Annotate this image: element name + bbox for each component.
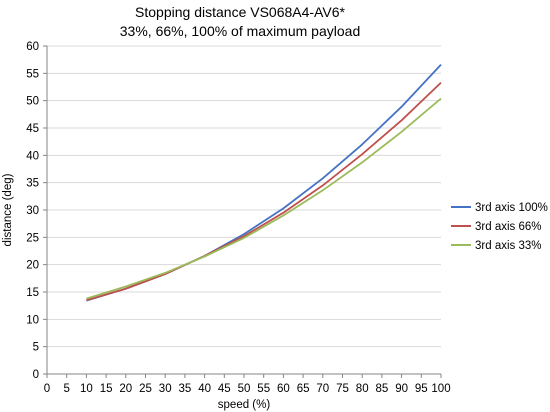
y-tick-label: 40: [26, 150, 39, 162]
x-tick-label: 90: [395, 383, 408, 395]
x-tick-label: 10: [80, 383, 93, 395]
y-tick-label: 0: [33, 369, 39, 381]
y-tick-label: 45: [26, 123, 39, 135]
y-tick-label: 5: [33, 342, 39, 354]
x-axis-title: speed (%): [218, 399, 271, 411]
y-tick-label: 25: [26, 232, 39, 244]
axes: [43, 45, 442, 378]
x-tick-label: 0: [44, 383, 50, 395]
x-tick-label: 40: [198, 383, 211, 395]
x-tick-label: 30: [159, 383, 172, 395]
chart-subtitle: 33%, 66%, 100% of maximum payload: [120, 23, 360, 39]
y-tick-label: 20: [26, 260, 39, 272]
y-axis-title: distance (deg): [2, 173, 14, 246]
y-tick-labels: 0 5 10 15 20 25 30 35 40 45 50 55 60: [26, 41, 39, 381]
x-tick-label: 75: [336, 383, 349, 395]
x-tick-labels: 0 5 10 15 20 25 30 35 40 45 50 55 60 65 70 75 80 85 90 95 10…: [44, 383, 451, 395]
x-tick-label: 55: [257, 383, 270, 395]
legend-label-3: 3rd axis 33%: [475, 240, 541, 252]
y-tick-label: 35: [26, 178, 39, 190]
x-tick-label: 5: [63, 383, 69, 395]
x-tick-label: 80: [356, 383, 369, 395]
x-tick-label: 35: [179, 383, 192, 395]
x-tick-label: 25: [139, 383, 152, 395]
x-tick-label: 100: [431, 383, 450, 395]
legend-label-2: 3rd axis 66%: [475, 221, 541, 233]
x-tick-label: 65: [297, 383, 310, 395]
series-lines: [86, 63, 442, 302]
legend-label-1: 3rd axis 100%: [475, 202, 548, 214]
x-tick-label: 60: [277, 383, 290, 395]
x-tick-label: 95: [415, 383, 428, 395]
y-tick-label: 60: [26, 41, 39, 53]
y-tick-label: 55: [26, 68, 39, 80]
legend: 3rd axis 100% 3rd axis 66% 3rd axis 33%: [451, 202, 548, 252]
x-tick-label: 70: [316, 383, 329, 395]
series-line-3: [86, 97, 442, 300]
y-tick-label: 10: [26, 314, 39, 326]
y-tick-label: 50: [26, 96, 39, 108]
x-tick-label: 50: [238, 383, 251, 395]
x-tick-label: 45: [218, 383, 231, 395]
x-tick-label: 20: [119, 383, 132, 395]
series-line-2: [86, 81, 442, 302]
grid: [47, 45, 441, 348]
x-tick-label: 85: [376, 383, 389, 395]
x-tick-label: 15: [100, 383, 113, 395]
y-tick-label: 15: [26, 287, 39, 299]
y-tick-label: 30: [26, 205, 39, 217]
chart-title: Stopping distance VS068A4-AV6*: [135, 4, 345, 20]
